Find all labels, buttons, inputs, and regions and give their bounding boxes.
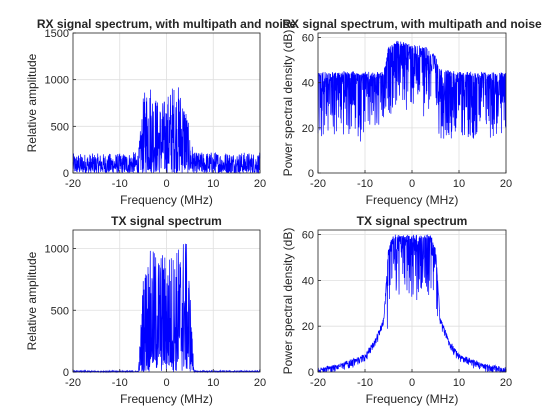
series-line-1 <box>317 40 507 142</box>
chart-panel-4: -20 -10 0 10 20 0 20 40 60 TX signal spectrum Freq… <box>281 214 512 406</box>
chart-panel-3: -20 -10 0 10 20 0 500 1000 TX signal spectrum Fre… <box>25 214 266 406</box>
x-tick-label: 10 <box>453 377 465 389</box>
series-line-1 <box>72 243 261 374</box>
chart-title: RX signal spectrum, with multipath and n… <box>37 17 297 31</box>
y-tick-label: 0 <box>63 168 69 180</box>
x-tick-label: 20 <box>254 377 266 389</box>
x-tick-label: 20 <box>254 178 266 190</box>
y-tick-label: 0 <box>308 168 314 180</box>
y-tick-label: 0 <box>308 367 314 379</box>
y-axis-label: Power spectral density (dB) <box>281 30 295 177</box>
y-axis-label: Relative amplitude <box>25 251 39 350</box>
chart-panel-2: -20 -10 0 10 20 0 20 40 60 RX signal spectrum, wi… <box>281 17 542 207</box>
x-tick-label: 20 <box>500 178 512 190</box>
x-axis-label: Frequency (MHz) <box>366 392 459 406</box>
y-tick-label: 1500 <box>45 28 69 40</box>
x-axis-label: Frequency (MHz) <box>366 193 459 207</box>
y-axis-label: Power spectral density (dB) <box>281 228 295 375</box>
x-tick-label: -10 <box>112 377 128 389</box>
x-tick-label: 0 <box>163 178 169 190</box>
x-tick-label: 10 <box>207 377 219 389</box>
chart-title: TX signal spectrum <box>357 214 468 228</box>
x-tick-label: 0 <box>163 377 169 389</box>
x-tick-label: -20 <box>65 377 81 389</box>
y-tick-label: 1000 <box>45 244 69 256</box>
series-line-1 <box>317 234 507 374</box>
x-tick-label: -20 <box>310 377 326 389</box>
y-axis-label: Relative amplitude <box>25 53 39 152</box>
x-tick-label: 20 <box>500 377 512 389</box>
y-tick-label: 40 <box>302 78 314 90</box>
y-tick-label: 60 <box>302 230 314 242</box>
y-tick-label: 20 <box>302 123 314 135</box>
x-tick-label: -10 <box>357 377 373 389</box>
y-tick-label: 500 <box>51 305 69 317</box>
x-axis-label: Frequency (MHz) <box>120 392 213 406</box>
y-tick-label: 20 <box>302 321 314 333</box>
y-tick-label: 500 <box>51 121 69 133</box>
x-axis-label: Frequency (MHz) <box>120 193 213 207</box>
x-tick-label: 0 <box>409 178 415 190</box>
x-tick-label: -10 <box>357 178 373 190</box>
x-tick-label: 10 <box>207 178 219 190</box>
chart-title: TX signal spectrum <box>111 214 222 228</box>
x-tick-label: -20 <box>65 178 81 190</box>
x-tick-label: 10 <box>453 178 465 190</box>
x-tick-label: -10 <box>112 178 128 190</box>
y-tick-label: 40 <box>302 275 314 287</box>
y-tick-label: 1000 <box>45 75 69 87</box>
y-tick-label: 0 <box>63 367 69 379</box>
chart-title: RX signal spectrum, with multipath and n… <box>282 17 542 31</box>
series-line-1 <box>72 87 261 175</box>
x-tick-label: 0 <box>409 377 415 389</box>
x-tick-label: -20 <box>310 178 326 190</box>
y-tick-label: 60 <box>302 33 314 45</box>
